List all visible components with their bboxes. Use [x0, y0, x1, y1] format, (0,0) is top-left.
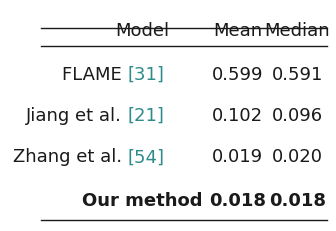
Text: 0.018: 0.018	[209, 191, 266, 209]
Text: [31]: [31]	[128, 65, 165, 83]
Text: Median: Median	[264, 22, 330, 40]
Text: Zhang et al.: Zhang et al.	[13, 148, 128, 166]
Text: 0.102: 0.102	[212, 106, 263, 125]
Text: Jiang et al.: Jiang et al.	[26, 106, 128, 125]
Text: [21]: [21]	[128, 106, 165, 125]
Text: Our method: Our method	[82, 191, 203, 209]
Text: Model: Model	[116, 22, 170, 40]
Text: 0.591: 0.591	[272, 65, 323, 83]
Text: 0.019: 0.019	[212, 148, 263, 166]
Text: 0.018: 0.018	[269, 191, 326, 209]
Text: FLAME: FLAME	[62, 65, 128, 83]
Text: [54]: [54]	[128, 148, 165, 166]
Text: 0.096: 0.096	[272, 106, 323, 125]
Text: 0.599: 0.599	[212, 65, 264, 83]
Text: Mean: Mean	[213, 22, 262, 40]
Text: 0.020: 0.020	[272, 148, 323, 166]
